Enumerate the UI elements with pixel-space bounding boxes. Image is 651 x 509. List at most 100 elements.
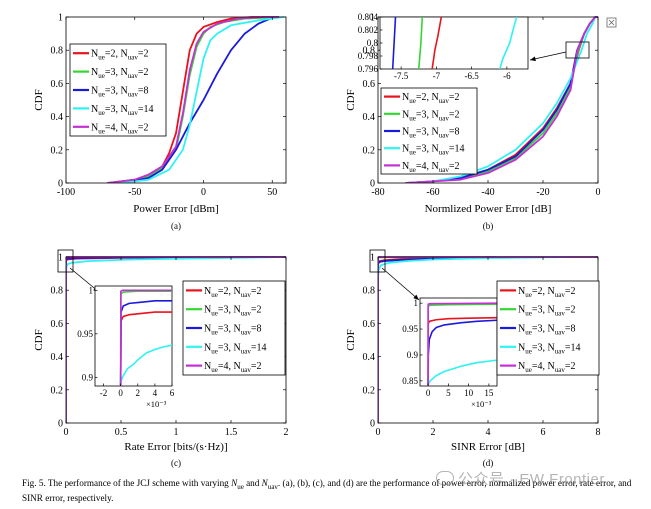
x-tick-label: 0.5 [115,427,128,438]
inset-x-tick-label: -7 [433,71,441,81]
legend-entry-label: Nue=4, Nuav=2 [518,361,575,374]
inset-series-blue-line [391,17,397,69]
wechat-icon [436,471,454,485]
inset-y-tick-label: 0.95 [402,324,418,334]
y-tick-label: 0.8 [51,46,64,57]
caption-symbol-nue: N [231,478,238,488]
export-icon-stroke-b[interactable] [608,19,615,26]
export-icon[interactable] [606,17,617,28]
y-tick-label: 0 [58,179,63,190]
export-icon-frame[interactable] [606,17,617,28]
y-axis-label: CDF [345,89,357,110]
zoom-arrow-head [530,56,536,62]
x-tick-label: 8 [596,427,601,438]
inset-frame [419,297,498,387]
x-tick-label: 0 [64,427,69,438]
x-tick-label: 2 [284,427,289,438]
legend-entry-label: Nue=3, Nuav=14 [204,342,266,355]
inset-series-cyan-line [119,344,172,386]
legend-entry-label: Nue=3, Nuav=14 [91,104,153,117]
y-tick-label: 0.6 [51,79,64,90]
y-tick-label: 0.8 [363,286,376,297]
inset-x-tick-label: 0 [118,388,123,398]
x-tick-label: -20 [536,187,549,198]
y-tick-label: 0.2 [51,145,64,156]
x-tick-label: -100 [57,187,75,198]
x-axis-label: SINR Error [dB] [451,441,525,453]
legend-entry-label: Nue=2, Nuav=2 [204,286,261,299]
y-axis-label: CDF [345,329,357,350]
figure-caption: Fig. 5. The performance of the JCJ schem… [22,478,632,503]
legend-entry-label: Nue=3, Nuav=14 [402,144,464,157]
inset-x-tick-label: -6.5 [464,71,479,81]
zoom-arrow-line [69,267,100,293]
inset-y-tick-label: 0.85 [402,376,418,386]
x-axis-label: Normlized Power Error [dB] [425,203,552,215]
legend-entry-label: Nue=2, Nuav=2 [91,49,148,62]
zoom-arrow-line [381,267,420,301]
y-tick-label: 0.4 [51,112,64,123]
inset-series-red-line [431,17,443,69]
y-tick-label: 0.4 [51,352,64,363]
inset-x-tick-label: -6 [503,71,511,81]
panel-label: (b) [483,221,494,231]
panel-label: (d) [483,458,494,468]
x-tick-label: 1.5 [225,427,238,438]
inset-x-tick-label: 5 [446,388,451,398]
y-tick-label: 0.2 [363,385,376,396]
caption-symbol-nuav: N [261,478,268,488]
inset-x-tick-label: 4 [153,388,158,398]
caption-lead: Fig. 5. The performance of the JCJ schem… [22,478,232,488]
y-tick-label: 0.4 [363,352,376,363]
caption-tail: . (a), (b), (c), and (d) are the perform… [22,478,632,503]
inset-y-tick-label: 0.802 [358,25,378,35]
inset-y-tick-label: 0.9 [82,372,94,382]
x-tick-label: 6 [541,427,546,438]
y-tick-label: 1 [58,13,63,24]
x-tick-label: 0 [201,187,206,198]
y-tick-label: 0.2 [51,385,64,396]
inset-x-tick-label: 0 [426,388,431,398]
y-tick-label: 0.6 [51,319,64,330]
y-tick-label: 0.6 [363,79,376,90]
y-tick-label: 0 [58,419,63,430]
chart-panel-d: 0 2 4 6 8 0 0.2 0.4 0.6 0.8 1 SINR Error [dB] CDF (d)… [345,249,601,468]
inset-x-tick-label: -7.5 [394,71,409,81]
legend-entry-label: Nue=2, Nuav=2 [518,286,575,299]
legend-entry-label: Nue=3, Nuav=14 [518,342,580,355]
x-tick-label: 4 [486,427,491,438]
x-axis-label: Power Error [dBm] [133,203,219,215]
zoom-region-box [369,249,386,273]
zoom-region-box [57,249,74,273]
x-tick-label: 1 [174,427,179,438]
y-tick-label: 0 [370,179,375,190]
x-tick-label: 2 [431,427,436,438]
y-tick-label: 1 [370,253,375,264]
x-tick-label: 0 [596,187,601,198]
inset-y-tick-label: 0.804 [358,12,379,22]
main-series-magenta-line [107,16,280,183]
inset-series-magenta-line [427,302,497,386]
inset-series-magenta-line [119,289,172,386]
caption-mid: and [243,478,262,488]
legend-entry-label: Nue=3, Nuav=8 [518,324,575,337]
legend-entry-label: Nue=2, Nuav=2 [402,92,459,105]
y-tick-label: 0.8 [363,46,376,57]
legend-entry-label: Nue=3, Nuav=8 [91,86,148,99]
zoom-region-box [565,41,590,59]
watermark-text: 公众号 · EW Frontier [458,471,605,488]
y-tick-label: 0.8 [51,286,64,297]
inset-y-tick-label: 0.8 [367,38,379,48]
x-tick-label: 50 [267,187,277,198]
legend-entry-label: Nue=3, Nuav=2 [402,109,459,122]
inset-series-green-line [417,17,424,69]
legend-entry-label: Nue=3, Nuav=2 [91,67,148,80]
x-tick-label: 0 [376,427,381,438]
inset-x-tick-label: 2 [136,388,141,398]
y-tick-label: 0.2 [363,145,376,156]
x-tick-label: -60 [426,187,439,198]
y-tick-label: 1 [370,13,375,24]
legend-entry-label: Nue=4, Nuav=2 [402,161,459,174]
x-axis-label: Rate Error [bits/(s·Hz)] [124,441,227,453]
inset-y-tick-label: 0.95 [77,329,93,339]
